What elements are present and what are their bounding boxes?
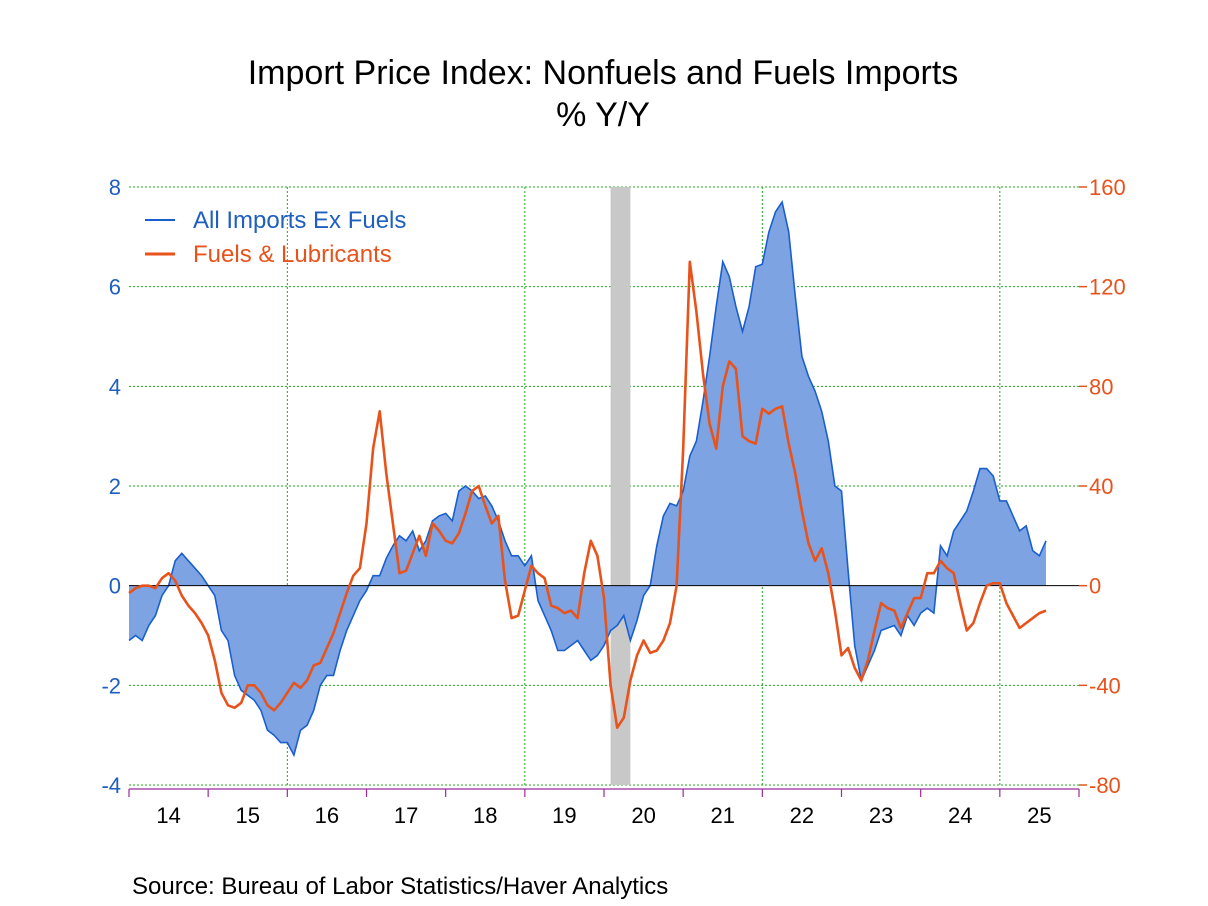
right-tick-label: 0: [1089, 574, 1101, 599]
x-tick-label: 24: [948, 803, 972, 828]
chart-subtitle: % Y/Y: [556, 96, 650, 134]
right-tick-label: -80: [1089, 773, 1121, 798]
left-tick-label: -2: [101, 673, 121, 698]
left-tick-label: 2: [109, 474, 121, 499]
recession-band: [610, 187, 631, 785]
chart-title: Import Price Index: Nonfuels and Fuels I…: [248, 54, 959, 92]
x-tick-label: 18: [473, 803, 497, 828]
right-axis-ticks: 160 120 80 40 0 -40 -80: [1079, 175, 1126, 798]
x-tick-label: 19: [552, 803, 576, 828]
right-tick-label: 40: [1089, 474, 1113, 499]
x-tick-label: 14: [156, 803, 180, 828]
legend-label-fuels: Fuels & Lubricants: [193, 241, 392, 268]
right-tick-label: 80: [1089, 374, 1113, 399]
legend-label-ex-fuels: All Imports Ex Fuels: [193, 207, 406, 234]
legend: All Imports Ex Fuels Fuels & Lubricants: [145, 207, 406, 268]
x-tick-label: 22: [790, 803, 814, 828]
x-tick-label: 20: [631, 803, 655, 828]
ex-fuels-line: [128, 199, 1047, 758]
fuels-line: [128, 260, 1047, 729]
right-tick-label: 120: [1089, 275, 1126, 300]
left-tick-label: 8: [109, 175, 121, 200]
x-tick-label: 25: [1027, 803, 1051, 828]
x-tick-label: 17: [394, 803, 418, 828]
right-tick-label: 160: [1089, 175, 1126, 200]
left-tick-label: -4: [101, 773, 121, 798]
left-tick-label: 6: [109, 275, 121, 300]
source-note: Source: Bureau of Labor Statistics/Haver…: [132, 873, 668, 900]
right-tick-label: -40: [1089, 673, 1121, 698]
left-tick-label: 0: [109, 574, 121, 599]
x-tick-label: 23: [869, 803, 893, 828]
ex-fuels-area: [129, 202, 1047, 756]
left-axis-ticks: 8 6 4 2 0 -2 -4: [101, 175, 121, 798]
x-tick-label: 15: [236, 803, 260, 828]
x-axis-ticks: 14 15 16 17 18 19 20 21 22 23 24 25: [128, 789, 1080, 828]
left-tick-label: 4: [109, 374, 121, 399]
x-tick-label: 16: [315, 803, 339, 828]
x-tick-label: 21: [711, 803, 735, 828]
